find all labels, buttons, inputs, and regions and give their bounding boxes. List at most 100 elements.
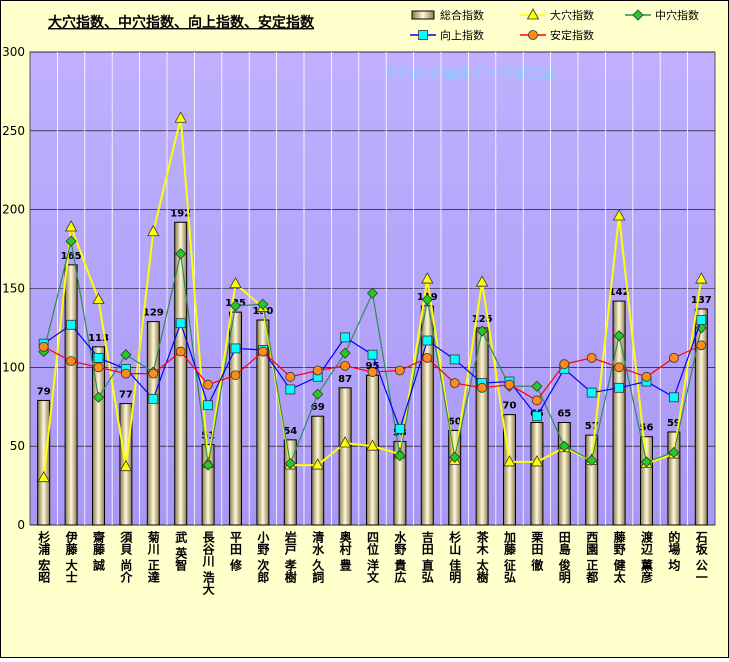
data-label: 70: [503, 401, 517, 412]
x-tick-label: 加藤 征弘: [503, 530, 517, 584]
legend-label: 中穴指数: [655, 8, 699, 22]
x-tick-label: 石坂 公一: [694, 531, 708, 584]
marker: [285, 371, 296, 382]
legend-marker: [528, 30, 538, 40]
data-label: 69: [311, 402, 325, 413]
marker: [202, 459, 214, 471]
marker: [121, 368, 131, 379]
x-tick-label: 奥村 豊: [338, 530, 352, 572]
marker: [175, 346, 186, 357]
legend-label: 向上指数: [440, 28, 484, 42]
legend-label: 安定指数: [550, 28, 594, 42]
y-tick-label: 250: [2, 124, 25, 138]
y-tick-label: 150: [2, 282, 25, 296]
legend-swatch: [411, 10, 435, 20]
marker: [586, 387, 597, 398]
marker: [422, 335, 433, 346]
x-tick-label: 栗田 徹: [530, 531, 544, 572]
marker: [367, 367, 378, 377]
data-label: 79: [37, 386, 51, 397]
data-label: 60: [448, 416, 462, 427]
x-tick-label: 杉山 佳明: [448, 530, 462, 584]
marker: [366, 287, 379, 299]
marker: [614, 382, 624, 393]
marker: [120, 349, 132, 361]
marker: [66, 356, 76, 366]
marker: [38, 341, 49, 352]
bar: [64, 264, 78, 526]
data-label: 129: [143, 308, 164, 319]
marker: [285, 384, 296, 395]
marker: [449, 451, 461, 463]
marker: [64, 220, 78, 232]
bar: [37, 399, 51, 526]
marker: [339, 347, 351, 359]
marker: [203, 400, 214, 411]
marker: [312, 365, 323, 376]
watermark: ©Caniの競馬データ研究室: [384, 65, 555, 82]
marker: [230, 370, 241, 381]
marker: [532, 411, 542, 422]
bar: [92, 346, 105, 526]
x-tick-label: 的場 均: [667, 530, 681, 572]
legend-label: 総合指数: [440, 8, 484, 22]
y-tick-label: 100: [2, 360, 25, 374]
x-tick-label: 四位 洋文: [366, 531, 380, 584]
marker: [93, 362, 104, 373]
marker: [421, 272, 434, 284]
marker: [669, 352, 679, 363]
bar: [311, 415, 325, 526]
data-label: 77: [119, 390, 133, 401]
x-tick-label: 茶木 太樹: [475, 530, 489, 584]
marker: [476, 325, 488, 337]
x-tick-label: 伊藤 大士: [64, 530, 78, 584]
bar: [448, 429, 462, 526]
marker: [613, 330, 625, 342]
bar: [585, 434, 599, 526]
marker: [37, 470, 50, 483]
marker: [367, 349, 378, 360]
legend-marker: [632, 9, 644, 21]
bar: [393, 440, 407, 526]
marker: [586, 352, 597, 363]
marker: [148, 393, 159, 404]
marker: [559, 359, 570, 370]
x-tick-label: 齋藤 誠: [92, 530, 106, 572]
bar: [530, 422, 544, 526]
data-label: 95: [366, 361, 380, 372]
marker: [257, 298, 269, 310]
marker: [422, 352, 433, 363]
marker: [696, 315, 707, 325]
marker: [558, 440, 570, 452]
x-tick-label: 田島 俊明: [557, 531, 571, 584]
marker: [229, 300, 242, 312]
y-tick-label: 0: [17, 518, 25, 532]
marker: [641, 371, 652, 382]
y-tick-label: 200: [2, 203, 25, 217]
x-tick-label: 須貝 尚介: [119, 531, 133, 584]
data-label: 59: [667, 418, 681, 429]
marker: [203, 379, 214, 390]
marker: [669, 392, 679, 403]
marker: [92, 391, 105, 403]
data-label: 51: [201, 431, 215, 442]
data-label: 56: [640, 423, 654, 434]
marker: [229, 276, 242, 289]
marker: [531, 380, 543, 392]
marker: [311, 458, 324, 470]
marker: [93, 352, 104, 363]
marker: [340, 360, 351, 371]
chart-title: 大穴指数、中穴指数、向上指数、安定指数: [48, 14, 315, 31]
data-label: 87: [338, 374, 352, 385]
x-tick-label: 清水 久詞: [311, 530, 325, 584]
marker: [338, 436, 352, 448]
marker: [92, 292, 105, 304]
marker: [119, 459, 133, 472]
data-label: 54: [283, 426, 297, 437]
bar: [612, 300, 626, 526]
bar: [475, 327, 489, 526]
marker: [366, 439, 379, 451]
x-tick-label: 水野 貴広: [393, 530, 407, 584]
marker: [284, 457, 296, 470]
